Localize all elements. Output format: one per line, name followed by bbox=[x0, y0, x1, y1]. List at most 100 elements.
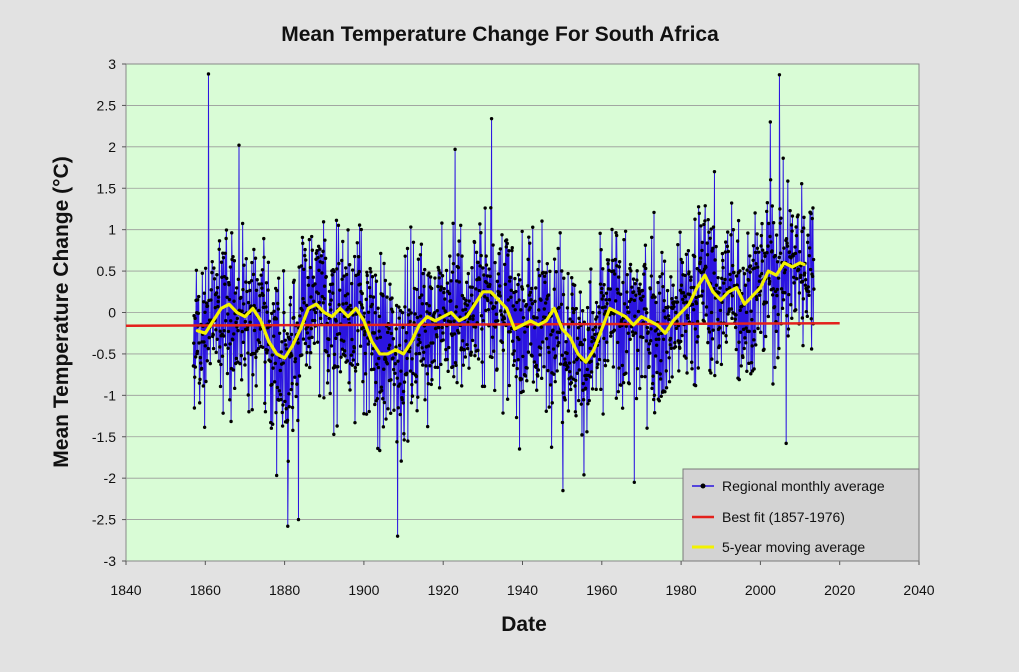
monthly-point bbox=[766, 314, 771, 319]
monthly-point bbox=[276, 276, 281, 280]
monthly-point bbox=[405, 246, 410, 251]
monthly-point bbox=[720, 276, 724, 281]
monthly-point bbox=[432, 359, 436, 363]
monthly-point bbox=[685, 371, 689, 375]
monthly-point bbox=[202, 291, 207, 295]
monthly-point bbox=[288, 295, 293, 300]
monthly-point bbox=[711, 246, 715, 251]
monthly-point bbox=[197, 341, 201, 345]
monthly-point bbox=[424, 301, 429, 306]
monthly-point bbox=[482, 384, 487, 389]
monthly-point bbox=[563, 398, 567, 402]
monthly-point bbox=[422, 350, 426, 354]
y-tick-label: -1 bbox=[104, 387, 117, 403]
monthly-point bbox=[306, 275, 310, 280]
monthly-point bbox=[649, 338, 653, 343]
monthly-point bbox=[587, 398, 591, 403]
monthly-point bbox=[534, 363, 539, 368]
monthly-point bbox=[694, 295, 698, 300]
monthly-point bbox=[503, 282, 508, 287]
monthly-point bbox=[729, 307, 734, 311]
monthly-point bbox=[656, 280, 660, 285]
monthly-point bbox=[227, 297, 232, 302]
monthly-point bbox=[555, 369, 559, 373]
monthly-point bbox=[274, 473, 279, 478]
monthly-point bbox=[512, 359, 517, 363]
monthly-point bbox=[737, 340, 741, 344]
monthly-point bbox=[702, 319, 706, 324]
monthly-point bbox=[391, 337, 396, 341]
monthly-point bbox=[270, 353, 275, 357]
monthly-point bbox=[215, 337, 219, 342]
monthly-point bbox=[210, 259, 214, 264]
monthly-point bbox=[394, 327, 398, 331]
monthly-point bbox=[478, 222, 482, 226]
monthly-point bbox=[654, 337, 659, 342]
monthly-point bbox=[523, 330, 527, 334]
monthly-point bbox=[787, 292, 791, 297]
monthly-point bbox=[509, 295, 513, 299]
monthly-point bbox=[225, 371, 230, 376]
monthly-point bbox=[470, 338, 475, 343]
monthly-point bbox=[692, 254, 697, 259]
monthly-point bbox=[646, 347, 651, 352]
monthly-point bbox=[246, 393, 250, 397]
monthly-point bbox=[601, 412, 605, 416]
monthly-point bbox=[649, 274, 654, 278]
monthly-point bbox=[754, 294, 759, 299]
monthly-point bbox=[528, 290, 533, 295]
monthly-point bbox=[688, 278, 693, 282]
monthly-point bbox=[541, 270, 546, 275]
monthly-point bbox=[255, 349, 259, 353]
monthly-point bbox=[201, 300, 206, 304]
monthly-point bbox=[557, 341, 561, 345]
monthly-point bbox=[539, 298, 543, 302]
monthly-point bbox=[658, 377, 663, 381]
monthly-point bbox=[589, 359, 593, 364]
monthly-point bbox=[591, 328, 595, 332]
monthly-point bbox=[770, 249, 774, 253]
monthly-point bbox=[474, 250, 479, 255]
monthly-point bbox=[729, 201, 734, 205]
monthly-point bbox=[667, 317, 671, 322]
monthly-point bbox=[499, 313, 504, 317]
monthly-point bbox=[246, 351, 250, 355]
monthly-point bbox=[693, 217, 697, 221]
monthly-point bbox=[546, 293, 551, 297]
monthly-point bbox=[536, 374, 540, 378]
monthly-point bbox=[761, 248, 765, 252]
monthly-point bbox=[193, 365, 198, 369]
monthly-point bbox=[614, 230, 618, 235]
monthly-point bbox=[447, 345, 451, 350]
monthly-point bbox=[440, 274, 445, 278]
monthly-point bbox=[741, 266, 745, 271]
monthly-point bbox=[538, 346, 543, 350]
monthly-point bbox=[700, 240, 704, 245]
monthly-point bbox=[250, 260, 254, 265]
monthly-point bbox=[212, 277, 217, 281]
monthly-point bbox=[718, 308, 723, 313]
monthly-point bbox=[428, 275, 433, 279]
monthly-point bbox=[732, 270, 736, 275]
monthly-point bbox=[281, 361, 285, 365]
monthly-point bbox=[267, 319, 272, 323]
monthly-point bbox=[645, 325, 650, 330]
monthly-point bbox=[594, 387, 598, 392]
monthly-point bbox=[562, 276, 566, 280]
monthly-point bbox=[457, 331, 461, 335]
monthly-point bbox=[463, 355, 468, 359]
monthly-point bbox=[544, 271, 548, 275]
monthly-point bbox=[216, 295, 221, 299]
monthly-point bbox=[718, 326, 722, 330]
monthly-point bbox=[234, 320, 238, 325]
monthly-point bbox=[425, 424, 430, 429]
monthly-point bbox=[554, 270, 558, 274]
monthly-point bbox=[532, 360, 537, 364]
monthly-point bbox=[483, 295, 487, 299]
monthly-point bbox=[804, 309, 809, 314]
monthly-point bbox=[559, 302, 564, 307]
monthly-point bbox=[765, 201, 770, 205]
x-tick-label: 2040 bbox=[903, 582, 934, 598]
monthly-point bbox=[620, 406, 625, 410]
monthly-point bbox=[506, 298, 510, 302]
